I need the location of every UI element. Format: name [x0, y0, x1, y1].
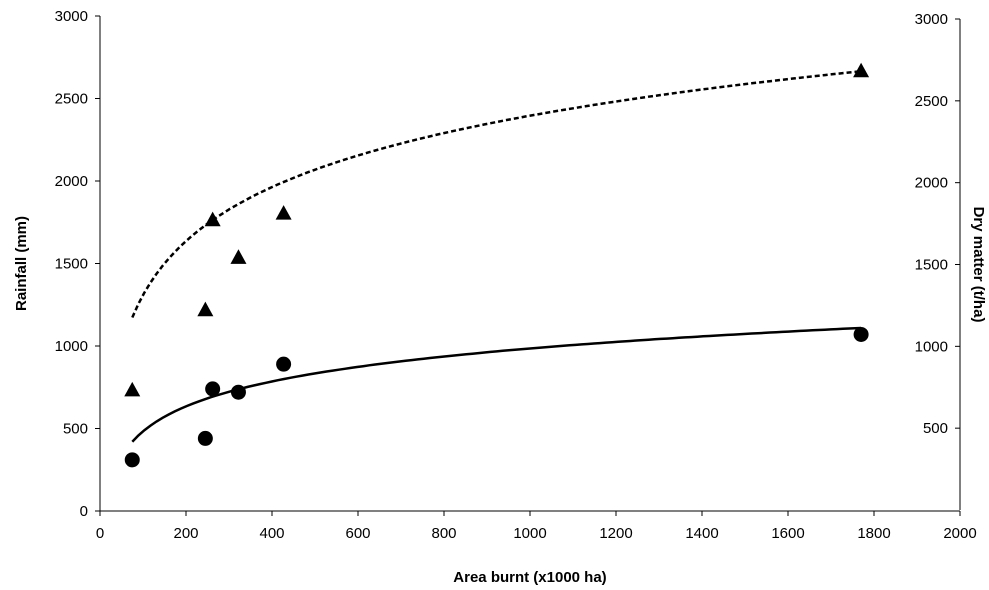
- x-tick-label: 0: [96, 525, 104, 542]
- y2-tick-label: 3000: [915, 11, 948, 28]
- right-y-axis-ticks: 500 1000 1500 2000 2500 3000: [915, 11, 960, 437]
- circle-marker: [230, 384, 246, 400]
- x-tick-label: 1600: [771, 525, 804, 542]
- y-tick-label: 2000: [55, 173, 88, 190]
- circle-marker: [124, 452, 140, 468]
- circle-marker: [205, 381, 221, 397]
- y2-tick-label: 2000: [915, 175, 948, 192]
- data-markers: [124, 62, 870, 468]
- axes: [99, 16, 961, 512]
- y-tick-label: 1500: [55, 256, 88, 273]
- x-tick-label: 2000: [943, 525, 976, 542]
- x-tick-label: 400: [259, 525, 284, 542]
- circle-marker: [276, 356, 292, 372]
- triangle-marker: [197, 301, 214, 317]
- y-tick-label: 0: [80, 503, 88, 520]
- x-tick-label: 800: [431, 525, 456, 542]
- triangle-marker: [204, 211, 221, 227]
- triangle-marker: [230, 249, 247, 264]
- x-tick-label: 200: [173, 525, 198, 542]
- solid-trendline: [131, 326, 862, 443]
- x-axis-ticks: 0 200 400 600 800 1000 1200 1400 1600 1800 2000: [96, 511, 977, 542]
- x-axis-title: Area burnt (x1000 ha): [453, 569, 606, 586]
- x-tick-label: 1200: [599, 525, 632, 542]
- x-tick-label: 1000: [513, 525, 546, 542]
- y-tick-label: 3000: [55, 8, 88, 25]
- x-tick-label: 1800: [857, 525, 890, 542]
- y2-tick-label: 1500: [915, 257, 948, 274]
- y2-tick-label: 2500: [915, 93, 948, 110]
- right-y-axis-title: Dry matter (t/ha): [970, 207, 987, 323]
- y-tick-label: 500: [63, 421, 88, 438]
- trendlines: [131, 69, 862, 443]
- triangle-marker: [275, 205, 292, 220]
- y2-tick-label: 500: [923, 420, 948, 437]
- triangle-marker: [853, 62, 870, 78]
- circle-marker: [197, 430, 213, 446]
- triangle-marker: [124, 381, 141, 397]
- y2-tick-label: 1000: [915, 338, 948, 355]
- y-tick-label: 2500: [55, 91, 88, 108]
- x-tick-label: 1400: [685, 525, 718, 542]
- dashed-trendline: [131, 69, 862, 319]
- left-y-axis-title: Rainfall (mm): [13, 216, 30, 311]
- circle-marker: [853, 326, 869, 342]
- left-y-axis-ticks: 0 500 1000 1500 2000 2500 3000: [55, 8, 100, 520]
- y-tick-label: 1000: [55, 338, 88, 355]
- x-tick-label: 600: [345, 525, 370, 542]
